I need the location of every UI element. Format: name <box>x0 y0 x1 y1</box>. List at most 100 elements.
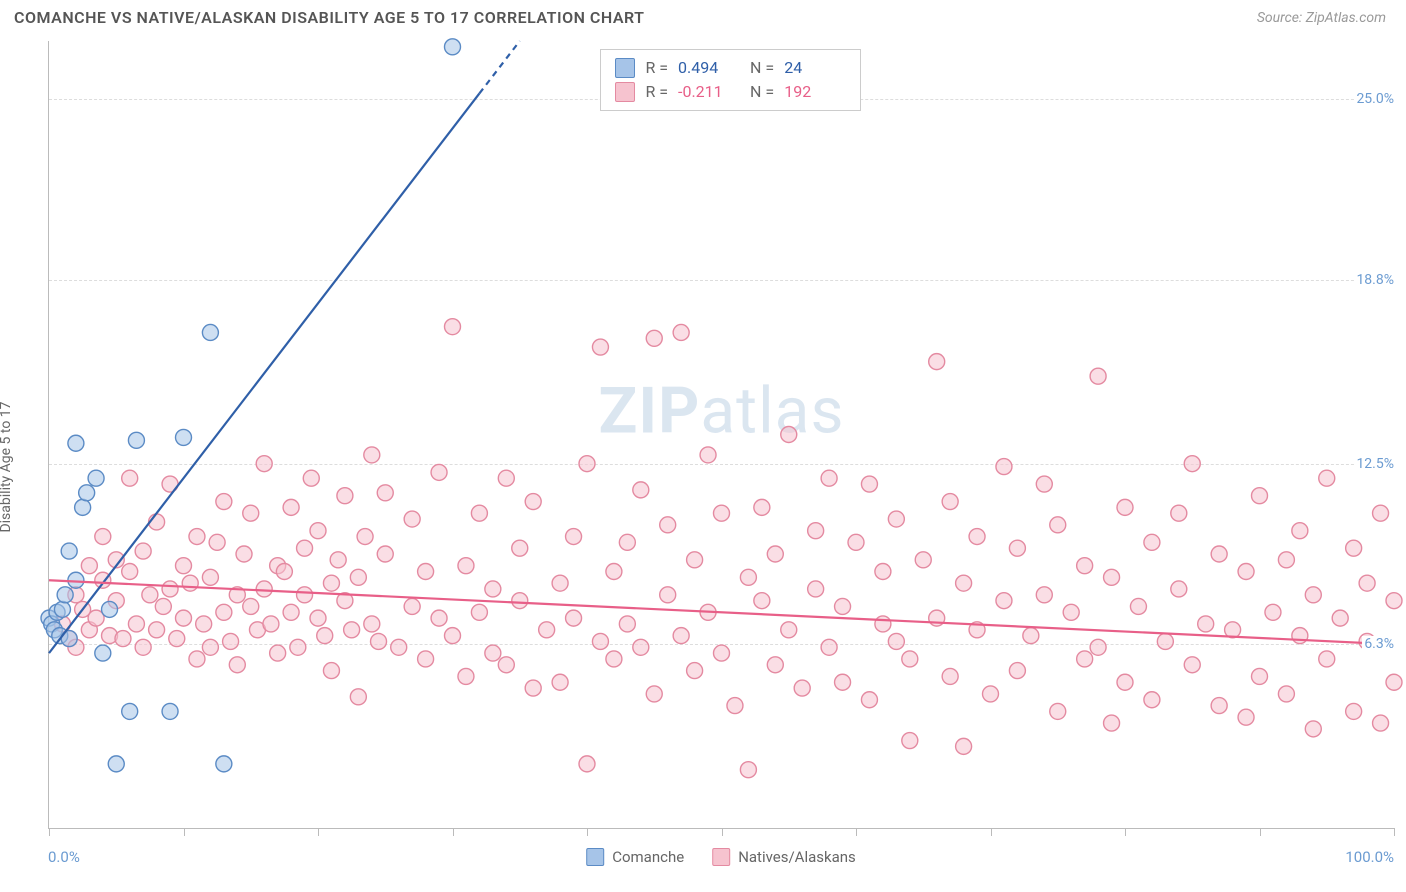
native-point <box>767 546 783 562</box>
y-tick-label: 12.5% <box>1354 456 1396 472</box>
native-point <box>445 319 461 335</box>
native-point <box>1373 715 1389 731</box>
native-point <box>1252 488 1268 504</box>
native-point <box>445 628 461 644</box>
native-point <box>821 470 837 486</box>
native-point <box>216 604 232 620</box>
native-point <box>808 523 824 539</box>
native-point <box>1332 610 1348 626</box>
native-point <box>861 692 877 708</box>
native-point <box>243 505 259 521</box>
native-point <box>357 529 373 545</box>
native-point <box>95 529 111 545</box>
comanche-point <box>75 499 91 515</box>
native-point <box>223 633 239 649</box>
comanche-point <box>88 470 104 486</box>
native-point <box>969 529 985 545</box>
native-point <box>1090 368 1106 384</box>
native-point <box>189 529 205 545</box>
native-point <box>1346 703 1362 719</box>
chart-container: Disability Age 5 to 17 ZIPatlas R =0.494… <box>0 31 1406 887</box>
native-point <box>633 482 649 498</box>
comanche-point <box>202 324 218 340</box>
native-point <box>848 534 864 550</box>
native-point <box>660 517 676 533</box>
native-point <box>1184 657 1200 673</box>
native-point <box>633 639 649 655</box>
comanche-point <box>216 756 232 772</box>
native-point <box>1278 686 1294 702</box>
x-axis-row: 0.0% ComancheNatives/Alaskans 100.0% <box>48 845 1394 869</box>
native-point <box>740 762 756 778</box>
native-point <box>1386 674 1402 690</box>
native-point <box>404 598 420 614</box>
stats-n-label: N = <box>750 80 774 104</box>
native-point <box>619 534 635 550</box>
native-point <box>283 604 299 620</box>
native-point <box>323 575 339 591</box>
stats-r-label: R = <box>645 56 668 80</box>
stats-legend-box: R =0.494N =24R =-0.211N =192 <box>600 49 861 111</box>
native-point <box>902 651 918 667</box>
native-point <box>579 756 595 772</box>
native-point <box>861 476 877 492</box>
native-point <box>525 494 541 510</box>
stats-n-value: 192 <box>784 80 846 104</box>
native-point <box>1063 604 1079 620</box>
native-point <box>122 470 138 486</box>
native-point <box>176 558 192 574</box>
stats-swatch <box>615 58 635 78</box>
comanche-point <box>61 543 77 559</box>
stats-n-label: N = <box>750 56 774 80</box>
y-tick-label: 6.3% <box>1362 636 1396 652</box>
native-point <box>512 593 528 609</box>
native-point <box>1359 575 1375 591</box>
native-point <box>297 540 313 556</box>
native-point <box>404 511 420 527</box>
native-point <box>202 639 218 655</box>
native-point <box>256 456 272 472</box>
native-point <box>471 604 487 620</box>
comanche-trendline-dash <box>479 41 519 93</box>
native-point <box>263 616 279 632</box>
plot-area: ZIPatlas R =0.494N =24R =-0.211N =192 6.… <box>48 41 1394 829</box>
native-point <box>1090 639 1106 655</box>
legend-label: Natives/Alaskans <box>738 848 856 866</box>
native-point <box>1009 540 1025 556</box>
native-point <box>875 563 891 579</box>
native-point <box>1144 534 1160 550</box>
native-point <box>1211 698 1227 714</box>
native-point <box>209 534 225 550</box>
y-axis-label: Disability Age 5 to 17 <box>0 401 14 532</box>
native-point <box>323 663 339 679</box>
native-point <box>142 587 158 603</box>
native-point <box>115 631 131 647</box>
native-point <box>942 668 958 684</box>
native-point <box>781 427 797 443</box>
native-point <box>1211 546 1227 562</box>
native-point <box>956 575 972 591</box>
native-point <box>458 558 474 574</box>
native-point <box>835 598 851 614</box>
comanche-point <box>57 587 73 603</box>
y-tick-label: 18.8% <box>1354 272 1396 288</box>
native-point <box>391 639 407 655</box>
native-point <box>303 470 319 486</box>
native-point <box>196 616 212 632</box>
native-point <box>1238 563 1254 579</box>
native-point <box>135 639 151 655</box>
native-point <box>687 663 703 679</box>
native-point <box>1077 558 1093 574</box>
native-point <box>364 616 380 632</box>
native-point <box>646 686 662 702</box>
native-point <box>525 680 541 696</box>
native-point <box>310 610 326 626</box>
y-tick-label: 25.0% <box>1354 91 1396 107</box>
native-point <box>216 494 232 510</box>
native-point <box>485 581 501 597</box>
native-point <box>149 622 165 638</box>
native-point <box>767 657 783 673</box>
native-point <box>377 485 393 501</box>
chart-title: COMANCHE VS NATIVE/ALASKAN DISABILITY AG… <box>14 8 645 27</box>
native-point <box>236 546 252 562</box>
